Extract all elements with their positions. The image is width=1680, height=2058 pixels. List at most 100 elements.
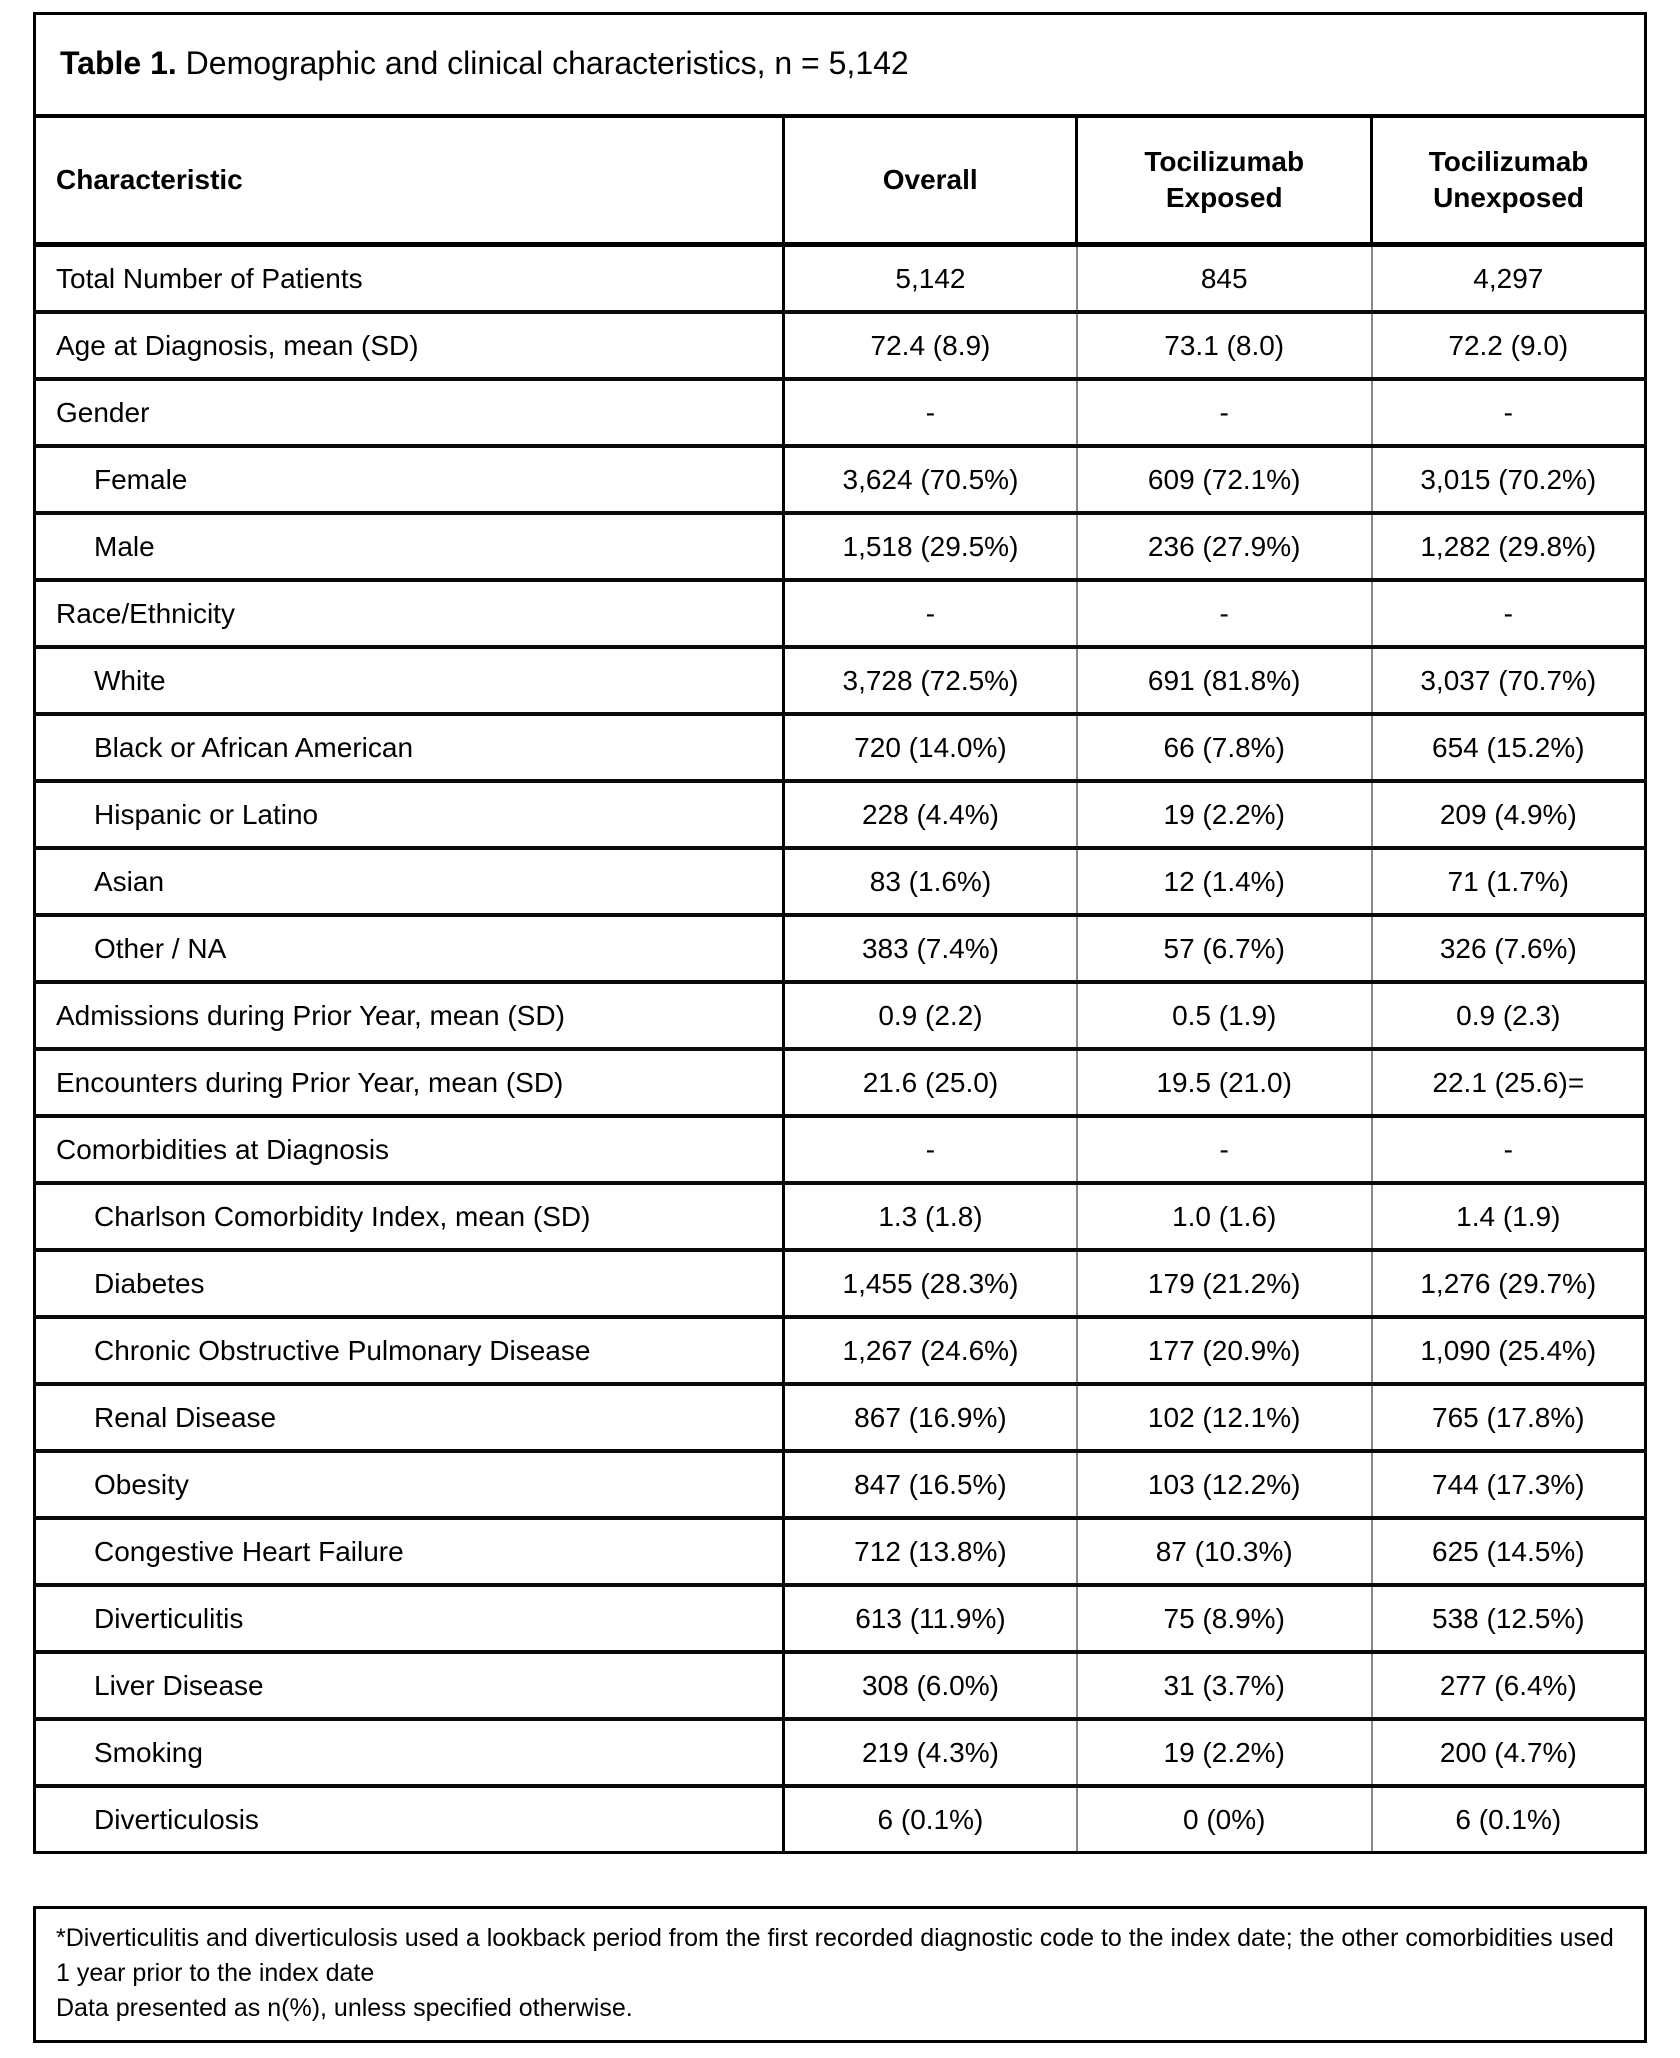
row-label: Age at Diagnosis, mean (SD) bbox=[34, 310, 784, 379]
cell-value: 83 (1.6%) bbox=[782, 846, 1077, 915]
cell-value: 383 (7.4%) bbox=[782, 913, 1077, 982]
table-row: Congestive Heart Failure 712 (13.8%) 87 (1… bbox=[34, 1516, 1646, 1585]
footnote-line: *Diverticulitis and diverticulosis used … bbox=[56, 1924, 1614, 1987]
row-label: Chronic Obstructive Pulmonary Disease bbox=[34, 1315, 784, 1384]
cell-value: 0 (0%) bbox=[1075, 1784, 1372, 1853]
row-label: Admissions during Prior Year, mean (SD) bbox=[34, 980, 784, 1049]
table-row: Diabetes 1,455 (28.3%) 179 (21.2%) 1,276 (2… bbox=[34, 1248, 1646, 1317]
cell-value: 0.5 (1.9) bbox=[1075, 980, 1372, 1049]
footnote-line: Data presented as n(%), unless specified… bbox=[56, 1994, 633, 2022]
cell-value: 209 (4.9%) bbox=[1370, 779, 1646, 848]
cell-value: 57 (6.7%) bbox=[1075, 913, 1372, 982]
cell-value: 0.9 (2.2) bbox=[782, 980, 1077, 1049]
cell-value: 3,624 (70.5%) bbox=[782, 444, 1077, 513]
cell-value: 654 (15.2%) bbox=[1370, 712, 1646, 781]
cell-value: 19.5 (21.0) bbox=[1075, 1047, 1372, 1116]
row-label: Total Number of Patients bbox=[34, 242, 784, 312]
row-label: Comorbidities at Diagnosis bbox=[34, 1114, 784, 1183]
cell-value: 22.1 (25.6)= bbox=[1370, 1047, 1646, 1116]
table-row: Admissions during Prior Year, mean (SD) 0… bbox=[34, 980, 1646, 1049]
cell-value: 308 (6.0%) bbox=[782, 1650, 1077, 1719]
row-label: Diverticulosis bbox=[34, 1784, 784, 1853]
cell-value: - bbox=[1370, 578, 1646, 647]
cell-value: 3,728 (72.5%) bbox=[782, 645, 1077, 714]
cell-value: 6 (0.1%) bbox=[1370, 1784, 1646, 1853]
row-label: Congestive Heart Failure bbox=[34, 1516, 784, 1585]
cell-value: 1,090 (25.4%) bbox=[1370, 1315, 1646, 1384]
table-title-text: Demographic and clinical characteristics… bbox=[185, 45, 909, 81]
cell-value: 4,297 bbox=[1370, 242, 1646, 312]
cell-value: 1.4 (1.9) bbox=[1370, 1181, 1646, 1250]
row-label: Smoking bbox=[34, 1717, 784, 1786]
cell-value: 744 (17.3%) bbox=[1370, 1449, 1646, 1518]
footnote: *Diverticulitis and diverticulosis used … bbox=[33, 1906, 1647, 2043]
row-label: Female bbox=[34, 444, 784, 513]
column-header-tocilizumab-exposed: Tocilizumab Exposed bbox=[1075, 116, 1372, 247]
cell-value: 613 (11.9%) bbox=[782, 1583, 1077, 1652]
cell-value: 73.1 (8.0) bbox=[1075, 310, 1372, 379]
table-row: Total Number of Patients 5,142 845 4,297 bbox=[34, 242, 1646, 312]
row-label: Renal Disease bbox=[34, 1382, 784, 1451]
cell-value: 691 (81.8%) bbox=[1075, 645, 1372, 714]
table-row: Asian 83 (1.6%) 12 (1.4%) 71 (1.7%) bbox=[34, 846, 1646, 915]
table-title-row: Table 1. Demographic and clinical charac… bbox=[34, 13, 1646, 118]
cell-value: 720 (14.0%) bbox=[782, 712, 1077, 781]
cell-value: 72.4 (8.9) bbox=[782, 310, 1077, 379]
table-row: Comorbidities at Diagnosis - - - bbox=[34, 1114, 1646, 1183]
page: Table 1. Demographic and clinical charac… bbox=[33, 12, 1647, 2043]
cell-value: 765 (17.8%) bbox=[1370, 1382, 1646, 1451]
table-row: White 3,728 (72.5%) 691 (81.8%) 3,037 (70.7… bbox=[34, 645, 1646, 714]
table-row: Male 1,518 (29.5%) 236 (27.9%) 1,282 (29.8%… bbox=[34, 511, 1646, 580]
table-row: Chronic Obstructive Pulmonary Disease 1,2… bbox=[34, 1315, 1646, 1384]
table-row: Diverticulitis 613 (11.9%) 75 (8.9%) 538 (1… bbox=[34, 1583, 1646, 1652]
cell-value: - bbox=[782, 578, 1077, 647]
cell-value: - bbox=[782, 1114, 1077, 1183]
table-body: Total Number of Patients 5,142 845 4,297 Age… bbox=[34, 242, 1646, 1853]
cell-value: 179 (21.2%) bbox=[1075, 1248, 1372, 1317]
table-row: Diverticulosis 6 (0.1%) 0 (0%) 6 (0.1%) bbox=[34, 1784, 1646, 1853]
cell-value: 71 (1.7%) bbox=[1370, 846, 1646, 915]
table-header-row: Characteristic Overall Tocilizumab Expos… bbox=[34, 116, 1646, 247]
table-title: Table 1. Demographic and clinical charac… bbox=[34, 13, 1646, 118]
row-label: Black or African American bbox=[34, 712, 784, 781]
row-label: White bbox=[34, 645, 784, 714]
row-label: Hispanic or Latino bbox=[34, 779, 784, 848]
cell-value: 867 (16.9%) bbox=[782, 1382, 1077, 1451]
cell-value: 1.3 (1.8) bbox=[782, 1181, 1077, 1250]
table-row: Obesity 847 (16.5%) 103 (12.2%) 744 (17.3%) bbox=[34, 1449, 1646, 1518]
cell-value: 0.9 (2.3) bbox=[1370, 980, 1646, 1049]
table-row: Other / NA 383 (7.4%) 57 (6.7%) 326 (7.6%) bbox=[34, 913, 1646, 982]
table-title-number: Table 1. bbox=[60, 45, 177, 81]
row-label: Other / NA bbox=[34, 913, 784, 982]
cell-value: 228 (4.4%) bbox=[782, 779, 1077, 848]
cell-value: 87 (10.3%) bbox=[1075, 1516, 1372, 1585]
cell-value: 1,518 (29.5%) bbox=[782, 511, 1077, 580]
cell-value: - bbox=[1075, 377, 1372, 446]
cell-value: - bbox=[1370, 1114, 1646, 1183]
cell-value: 326 (7.6%) bbox=[1370, 913, 1646, 982]
cell-value: 200 (4.7%) bbox=[1370, 1717, 1646, 1786]
table-row: Smoking 219 (4.3%) 19 (2.2%) 200 (4.7%) bbox=[34, 1717, 1646, 1786]
cell-value: 3,037 (70.7%) bbox=[1370, 645, 1646, 714]
table-row: Liver Disease 308 (6.0%) 31 (3.7%) 277 (6.4… bbox=[34, 1650, 1646, 1719]
cell-value: 1,276 (29.7%) bbox=[1370, 1248, 1646, 1317]
cell-value: 219 (4.3%) bbox=[782, 1717, 1077, 1786]
row-label: Diverticulitis bbox=[34, 1583, 784, 1652]
table-row: Black or African American 720 (14.0%) 66 (… bbox=[34, 712, 1646, 781]
table-row: Charlson Comorbidity Index, mean (SD) 1.3… bbox=[34, 1181, 1646, 1250]
cell-value: 3,015 (70.2%) bbox=[1370, 444, 1646, 513]
column-header-tocilizumab-unexposed: Tocilizumab Unexposed bbox=[1370, 116, 1646, 247]
cell-value: 1.0 (1.6) bbox=[1075, 1181, 1372, 1250]
cell-value: 609 (72.1%) bbox=[1075, 444, 1372, 513]
cell-value: 1,282 (29.8%) bbox=[1370, 511, 1646, 580]
row-label: Diabetes bbox=[34, 1248, 784, 1317]
row-label: Asian bbox=[34, 846, 784, 915]
cell-value: - bbox=[1075, 578, 1372, 647]
cell-value: 6 (0.1%) bbox=[782, 1784, 1077, 1853]
characteristics-table: Table 1. Demographic and clinical charac… bbox=[33, 12, 1647, 1854]
cell-value: 103 (12.2%) bbox=[1075, 1449, 1372, 1518]
row-label: Charlson Comorbidity Index, mean (SD) bbox=[34, 1181, 784, 1250]
cell-value: 31 (3.7%) bbox=[1075, 1650, 1372, 1719]
row-label: Gender bbox=[34, 377, 784, 446]
table-row: Gender - - - bbox=[34, 377, 1646, 446]
